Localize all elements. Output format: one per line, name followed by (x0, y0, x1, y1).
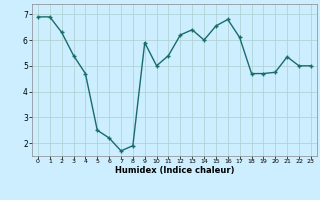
X-axis label: Humidex (Indice chaleur): Humidex (Indice chaleur) (115, 166, 234, 175)
